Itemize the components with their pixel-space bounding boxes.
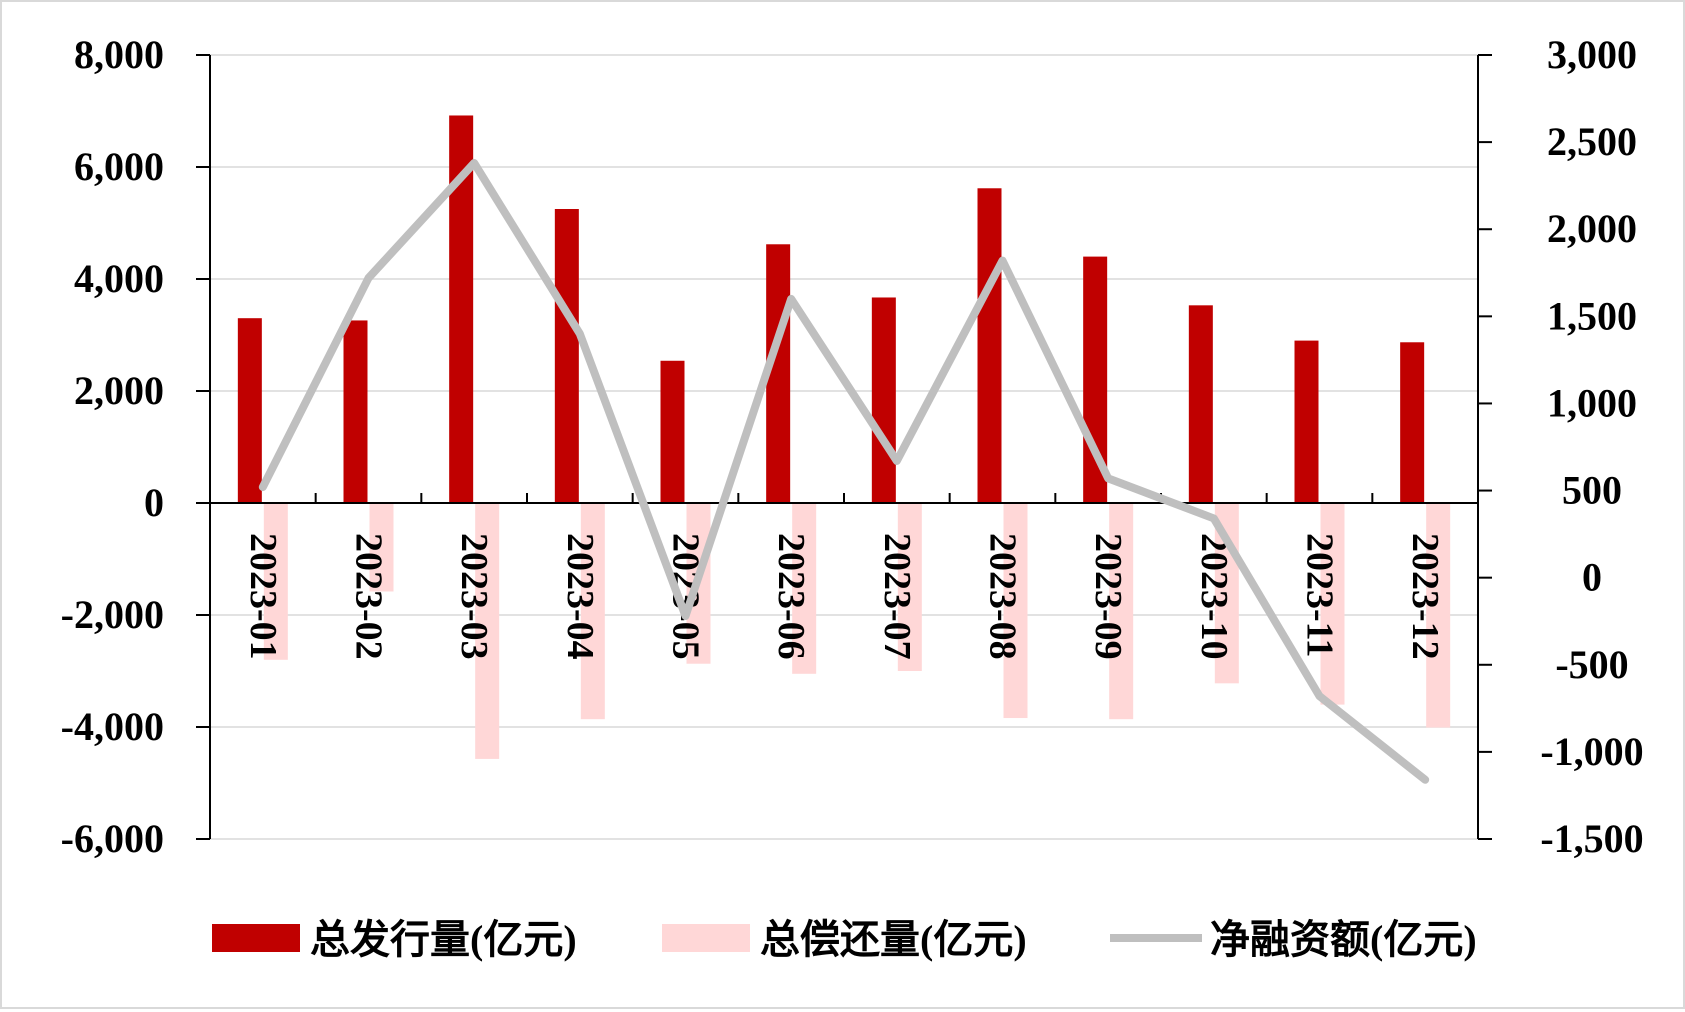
repayment-bar bbox=[1109, 503, 1134, 720]
right-tick-label: 1,500 bbox=[1547, 293, 1637, 338]
legend-swatch-repayment bbox=[662, 924, 750, 952]
right-tick-label: 2,500 bbox=[1547, 119, 1637, 164]
category-label: 2023-04 bbox=[559, 533, 601, 660]
repayment-bar bbox=[369, 503, 394, 592]
category-label: 2023-11 bbox=[1299, 533, 1341, 658]
repayment-bar bbox=[1426, 503, 1451, 728]
issuance-bar bbox=[343, 320, 368, 503]
category-label: 2023-07 bbox=[876, 533, 918, 660]
category-label: 2023-10 bbox=[1193, 533, 1235, 660]
category-labels: 2023-01 2023-02 2023-03 2023-04 2023-05 2023-… bbox=[242, 533, 1446, 660]
repayment-bars bbox=[263, 503, 1451, 759]
issuance-bars bbox=[237, 115, 1425, 503]
right-tick-label: -1,000 bbox=[1540, 729, 1643, 774]
issuance-bar bbox=[660, 360, 685, 503]
left-tick-label: 6,000 bbox=[74, 144, 164, 189]
legend-label-repayment: 总偿还量(亿元) bbox=[760, 917, 1027, 962]
left-tick-label: -6,000 bbox=[61, 816, 164, 861]
legend-label-issuance: 总发行量(亿元) bbox=[310, 917, 577, 962]
legend-label-net-financing: 净融资额(亿元) bbox=[1210, 917, 1477, 962]
repayment-bar bbox=[263, 503, 288, 660]
net-financing-line bbox=[258, 159, 1430, 784]
left-tick-label: -2,000 bbox=[61, 592, 164, 637]
category-label: 2023-01 bbox=[242, 533, 284, 660]
issuance-bar bbox=[1294, 340, 1319, 503]
issuance-bar bbox=[554, 209, 579, 503]
issuance-bar bbox=[1400, 342, 1425, 503]
category-label: 2023-06 bbox=[770, 533, 812, 660]
net-financing-polyline bbox=[258, 159, 1430, 784]
issuance-bar bbox=[977, 188, 1002, 503]
left-axis-ticks: 8,000 6,000 4,000 2,000 0 -2,000 -4,000 -6,000 bbox=[61, 32, 164, 861]
left-tick-label: 0 bbox=[144, 480, 164, 525]
repayment-bar bbox=[580, 503, 605, 720]
right-tick-label: -500 bbox=[1555, 642, 1628, 687]
issuance-bar bbox=[237, 318, 262, 503]
category-label: 2023-03 bbox=[453, 533, 495, 660]
left-tick-label: 2,000 bbox=[74, 368, 164, 413]
issuance-bar bbox=[1188, 305, 1213, 503]
category-label: 2023-12 bbox=[1404, 533, 1446, 660]
right-tick-label: -1,500 bbox=[1540, 816, 1643, 861]
left-tick-label: 8,000 bbox=[74, 32, 164, 77]
legend: 总发行量(亿元) 总偿还量(亿元) 净融资额(亿元) bbox=[212, 917, 1477, 962]
issuance-bar bbox=[871, 297, 896, 503]
right-axis-ticks: 3,000 2,500 2,000 1,500 1,000 500 0 -500 -1,000 -… bbox=[1540, 32, 1643, 861]
right-tick-label: 2,000 bbox=[1547, 206, 1637, 251]
grid-lines bbox=[210, 54, 1478, 840]
left-tick-label: 4,000 bbox=[74, 256, 164, 301]
category-label: 2023-02 bbox=[348, 533, 390, 660]
repayment-bar bbox=[475, 503, 500, 759]
right-tick-label: 0 bbox=[1582, 555, 1602, 600]
category-label: 2023-09 bbox=[1087, 533, 1129, 660]
category-label: 2023-05 bbox=[665, 533, 707, 660]
left-tick-label: -4,000 bbox=[61, 704, 164, 749]
repayment-bar bbox=[1003, 503, 1028, 719]
legend-swatch-issuance bbox=[212, 924, 300, 952]
right-tick-label: 1,000 bbox=[1547, 380, 1637, 425]
repayment-bar bbox=[1320, 503, 1345, 705]
category-label: 2023-08 bbox=[982, 533, 1024, 660]
right-tick-label: 500 bbox=[1562, 468, 1622, 513]
repayment-bar bbox=[792, 503, 817, 674]
repayment-bar bbox=[897, 503, 922, 671]
right-tick-label: 3,000 bbox=[1547, 32, 1637, 77]
